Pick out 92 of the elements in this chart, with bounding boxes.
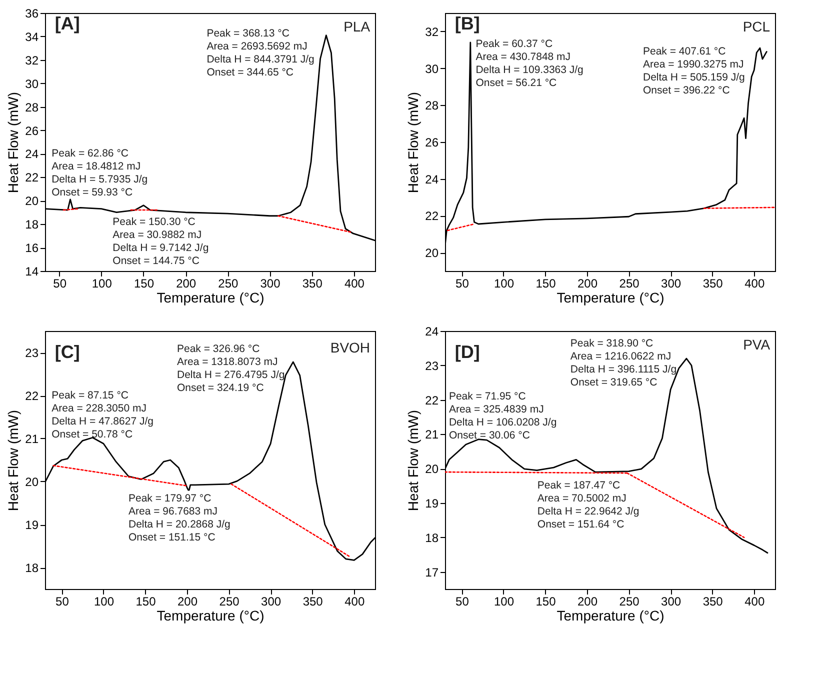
y-tick-label: 18 bbox=[25, 561, 39, 575]
annotation: PLA bbox=[344, 18, 371, 35]
x-tick-label: 250 bbox=[619, 594, 640, 608]
y-tick-label: 24 bbox=[425, 172, 439, 186]
y-tick-label: 30 bbox=[25, 76, 39, 91]
y-tick-label: 18 bbox=[425, 530, 439, 545]
annotation: [D] bbox=[454, 342, 480, 362]
annotation: Peak = 62.86 °C Area = 18.4812 mJ Delta H = 5.7935 J/g Onset = 59.93 °C bbox=[52, 147, 148, 198]
y-tick-label: 20 bbox=[425, 462, 439, 476]
x-tick-label: 250 bbox=[218, 276, 239, 290]
y-tick-label: 36 bbox=[25, 6, 39, 20]
y-tick-label: 14 bbox=[25, 264, 39, 278]
y-tick-label: 20 bbox=[25, 194, 39, 208]
x-tick-label: 50 bbox=[56, 594, 70, 608]
y-tick-label: 19 bbox=[425, 496, 439, 510]
annotation: Peak = 179.97 °C Area = 96.7683 mJ Delta H = 20.2868 J/g Onset = 151.15 °C bbox=[128, 492, 231, 544]
y-tick-label: 18 bbox=[25, 218, 39, 232]
y-tick-label: 30 bbox=[425, 62, 439, 76]
x-tick-label: 400 bbox=[744, 594, 765, 608]
x-tick-label: 300 bbox=[661, 276, 682, 290]
y-tick-label: 17 bbox=[425, 565, 439, 580]
x-tick-label: 100 bbox=[94, 594, 114, 608]
annotation: Peak = 71.95 °C Area = 325.4839 mJ Delta H = 106.0208 J/g Onset = 30.06 °C bbox=[448, 390, 557, 442]
y-tick-label: 22 bbox=[425, 209, 439, 224]
x-tick-label: 100 bbox=[494, 276, 514, 290]
x-tick-label: 400 bbox=[344, 276, 365, 290]
y-tick-label: 23 bbox=[425, 358, 439, 373]
x-tick-label: 300 bbox=[261, 594, 282, 608]
y-tick-label: 22 bbox=[425, 393, 439, 408]
x-tick-label: 150 bbox=[136, 594, 156, 608]
x-tick-label: 200 bbox=[176, 276, 196, 290]
x-axis-title: Temperature (°C) bbox=[156, 290, 264, 306]
x-tick-label: 300 bbox=[661, 594, 682, 608]
x-axis-title: Temperature (°C) bbox=[156, 608, 264, 624]
x-tick-label: 50 bbox=[53, 276, 67, 290]
x-tick-label: 100 bbox=[494, 594, 514, 608]
y-tick-label: 16 bbox=[25, 241, 39, 256]
annotation: [C] bbox=[54, 342, 80, 362]
annotation: PCL bbox=[742, 18, 770, 35]
annotation: Peak = 60.37 °C Area = 430.7848 mJ Delta H = 109.3363 J/g Onset = 56.21 °C bbox=[476, 38, 584, 89]
y-tick-label: 23 bbox=[25, 346, 39, 360]
y-axis-title: Heat Flow (mW) bbox=[5, 92, 22, 194]
y-tick-label: 24 bbox=[25, 147, 39, 162]
y-tick-label: 24 bbox=[425, 324, 439, 338]
annotation: [A] bbox=[54, 14, 80, 34]
x-tick-label: 150 bbox=[536, 276, 556, 290]
y-tick-label: 26 bbox=[25, 124, 39, 138]
x-tick-label: 150 bbox=[134, 276, 154, 290]
y-tick-label: 22 bbox=[25, 170, 39, 185]
annotation: Peak = 318.90 °C Area = 1216.0622 mJ Delta H = 396.1115 J/g Onset = 319.65 °C bbox=[570, 338, 677, 389]
x-tick-label: 200 bbox=[578, 276, 598, 290]
x-tick-label: 350 bbox=[302, 276, 323, 290]
y-tick-label: 20 bbox=[25, 475, 39, 489]
x-tick-label: 250 bbox=[619, 276, 640, 290]
annotation: BVOH bbox=[330, 339, 370, 356]
annotation: Peak = 187.47 °C Area = 70.5002 mJ Delta H = 22.9642 J/g Onset = 151.64 °C bbox=[537, 480, 640, 531]
x-axis-title: Temperature (°C) bbox=[556, 290, 664, 306]
x-tick-label: 200 bbox=[178, 594, 198, 608]
x-tick-label: 350 bbox=[302, 594, 324, 608]
y-tick-label: 34 bbox=[25, 30, 39, 44]
x-tick-label: 150 bbox=[536, 594, 556, 608]
y-tick-label: 21 bbox=[25, 432, 39, 446]
x-tick-label: 50 bbox=[456, 276, 470, 290]
annotation: Peak = 407.61 °C Area = 1990.3275 mJ Delta H = 505.159 J/g Onset = 396.22 °C bbox=[643, 46, 746, 97]
y-tick-label: 28 bbox=[425, 98, 439, 113]
x-tick-label: 350 bbox=[702, 276, 724, 290]
y-tick-label: 21 bbox=[425, 428, 439, 442]
y-tick-label: 19 bbox=[25, 518, 39, 532]
annotation: Peak = 150.30 °C Area = 30.9882 mJ Delta H = 9.7142 J/g Onset = 144.75 °C bbox=[112, 216, 209, 267]
annotation: Peak = 326.96 °C Area = 1318.8073 mJ Delta H = 276.4795 J/g Onset = 324.19 °C bbox=[177, 342, 285, 394]
x-axis-title: Temperature (°C) bbox=[556, 608, 664, 624]
y-axis-title: Heat Flow (mW) bbox=[5, 410, 22, 512]
x-tick-label: 50 bbox=[456, 594, 470, 608]
y-axis-title: Heat Flow (mW) bbox=[405, 92, 422, 194]
annotation: PVA bbox=[743, 336, 771, 353]
x-tick-label: 100 bbox=[92, 276, 112, 290]
x-tick-label: 250 bbox=[219, 594, 240, 608]
y-tick-label: 22 bbox=[25, 389, 39, 403]
annotation: Peak = 87.15 °C Area = 228.3050 mJ Delta H = 47.8627 J/g Onset = 50.78 °C bbox=[52, 389, 154, 440]
x-tick-label: 350 bbox=[702, 594, 724, 608]
y-tick-label: 26 bbox=[425, 136, 439, 150]
y-axis-title: Heat Flow (mW) bbox=[405, 410, 422, 512]
x-tick-label: 400 bbox=[744, 276, 765, 290]
x-tick-label: 400 bbox=[344, 594, 365, 608]
y-tick-label: 32 bbox=[425, 24, 439, 39]
annotation: [B] bbox=[454, 14, 480, 34]
y-tick-label: 32 bbox=[25, 53, 39, 68]
y-tick-label: 28 bbox=[25, 100, 39, 114]
annotation: Peak = 368.13 °C Area = 2693.5692 mJ Delta H = 844.3791 J/g Onset = 344.65 °C bbox=[206, 27, 315, 78]
y-tick-label: 20 bbox=[425, 246, 439, 260]
x-tick-label: 300 bbox=[260, 276, 281, 290]
x-tick-label: 200 bbox=[578, 594, 598, 608]
